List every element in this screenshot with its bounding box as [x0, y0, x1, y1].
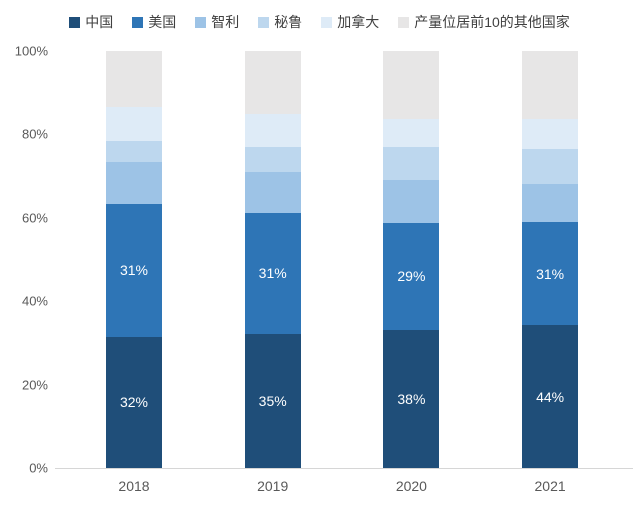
legend-swatch-icon [132, 16, 144, 28]
x-axis: 2018 2019 2020 2021 [55, 468, 633, 496]
bar-segment: 44% [522, 325, 579, 468]
bar-segment: 29% [383, 222, 440, 330]
legend-label: 美国 [148, 14, 177, 30]
data-label: 35% [258, 392, 287, 409]
y-tick-label: 0% [29, 460, 48, 476]
x-tick-label: 2021 [534, 478, 566, 494]
legend-swatch-icon [398, 16, 410, 28]
data-label: 32% [119, 394, 149, 411]
bar-segment [522, 183, 579, 222]
legend-item: 产量位居前10的其他国家 [398, 15, 570, 29]
data-label: 31% [536, 265, 565, 282]
bar-segment [522, 119, 579, 149]
bar-segment: 38% [383, 329, 440, 468]
bar-segment [522, 51, 579, 120]
bar-segment: 35% [244, 333, 301, 468]
bar-segment: 32% [106, 336, 162, 468]
legend-item: 美国 [132, 15, 176, 29]
legend-label: 产量位居前10的其他国家 [414, 14, 570, 30]
data-label: 31% [258, 265, 287, 282]
y-axis: 100% 80% 60% 40% 20% 0% [0, 45, 48, 475]
legend-item: 智利 [195, 15, 239, 29]
bars-area: 32% 31% 35% 31% 38% 29% 44% 31% [55, 51, 633, 468]
bar-2018: 32% 31% [106, 51, 162, 468]
legend-item: 中国 [69, 15, 113, 29]
bar-segment [383, 147, 440, 180]
data-label: 31% [119, 262, 149, 279]
bar-segment [106, 51, 162, 108]
bar-segment [522, 148, 579, 184]
y-tick-label: 60% [21, 210, 48, 226]
x-tick-label: 2018 [118, 478, 150, 494]
data-label: 29% [397, 268, 426, 285]
plot-area: 100% 80% 60% 40% 20% 0% 32% 31% 35% 31% 38% 29% 44%… [15, 45, 633, 493]
bar-segment [106, 140, 162, 162]
y-tick-label: 80% [21, 126, 48, 142]
bar-segment [244, 113, 301, 147]
legend-label: 中国 [85, 14, 114, 30]
x-tick-label: 2020 [395, 478, 427, 494]
legend-swatch-icon [258, 16, 270, 28]
data-label: 44% [536, 388, 565, 405]
bar-segment [383, 119, 440, 148]
bar-segment [106, 161, 162, 205]
legend-swatch-icon [69, 16, 81, 28]
x-tick-label: 2019 [257, 478, 289, 494]
bar-segment: 31% [244, 213, 301, 334]
y-tick-label: 20% [21, 377, 48, 393]
legend-item: 加拿大 [321, 15, 379, 29]
bar-segment [383, 51, 440, 120]
chart-legend: 中国 美国 智利 秘鲁 加拿大 产量位居前10的其他国家 [0, 12, 639, 32]
legend-label: 智利 [211, 14, 240, 30]
bar-segment [244, 51, 301, 114]
bar-segment [383, 179, 440, 223]
legend-swatch-icon [321, 16, 333, 28]
bar-segment [106, 107, 162, 141]
data-label: 38% [397, 390, 426, 407]
y-tick-label: 100% [14, 43, 48, 59]
bar-segment: 31% [106, 204, 162, 337]
bar-2021: 44% 31% [522, 51, 579, 468]
bar-segment [244, 172, 301, 214]
bar-2020: 38% 29% [383, 51, 440, 468]
legend-label: 秘鲁 [274, 14, 303, 30]
bar-segment [244, 146, 301, 173]
bar-segment: 31% [522, 221, 579, 326]
legend-label: 加拿大 [337, 14, 380, 30]
bar-2019: 35% 31% [244, 51, 301, 468]
y-tick-label: 40% [21, 293, 48, 309]
legend-swatch-icon [195, 16, 207, 28]
legend-item: 秘鲁 [258, 15, 302, 29]
